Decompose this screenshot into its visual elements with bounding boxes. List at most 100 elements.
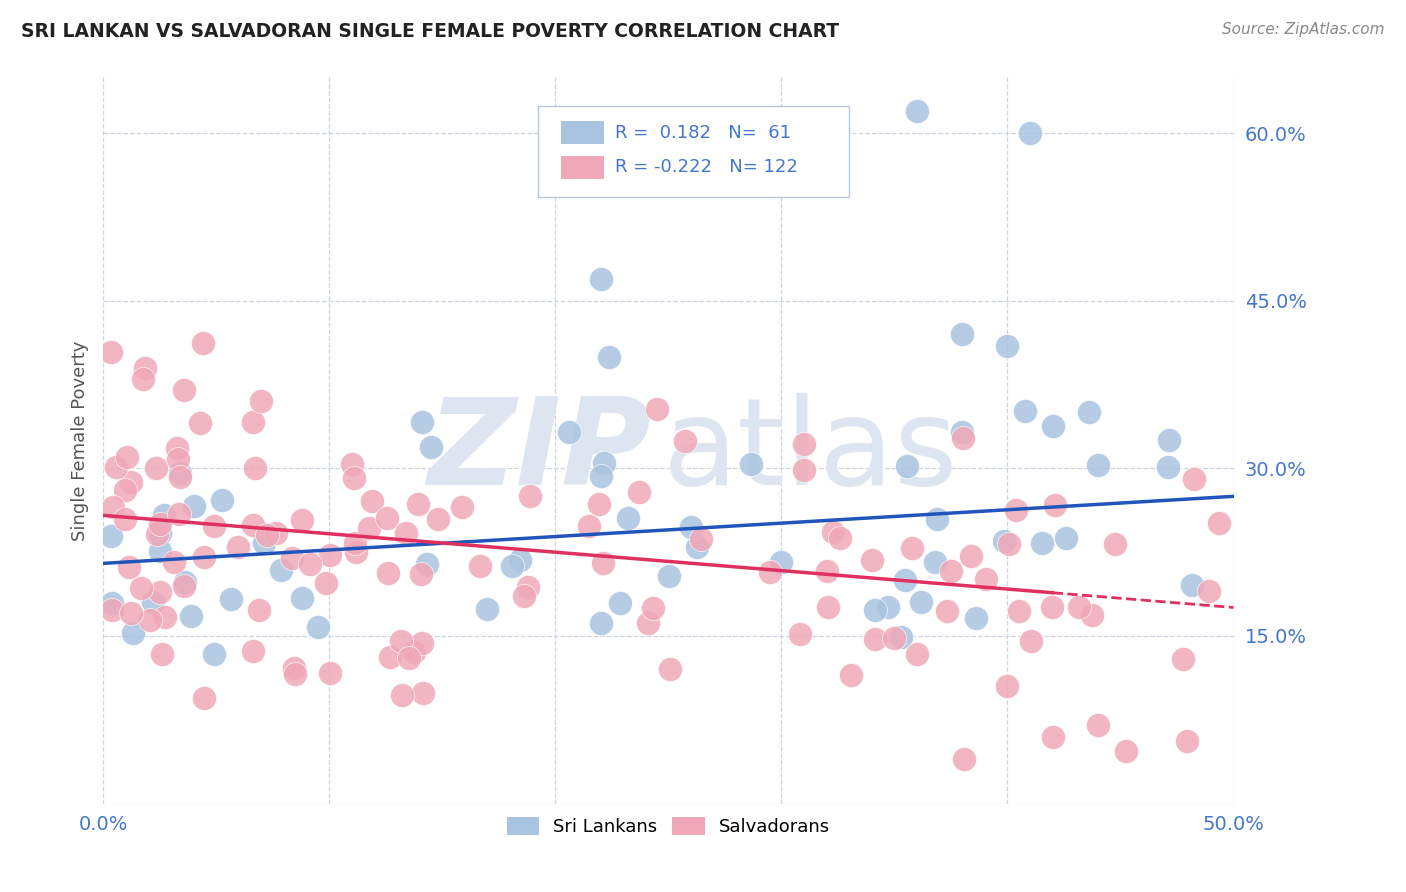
Point (905, 103, 928, 118)
Point (910, 594, 932, 608)
Point (242, 415, 264, 429)
Point (637, 616, 659, 631)
Point (415, 557, 437, 571)
Point (659, 662, 682, 676)
Point (115, 450, 138, 465)
Point (925, 512, 948, 526)
Point (965, 611, 987, 625)
Y-axis label: Single Female Poverty: Single Female Poverty (72, 341, 89, 541)
Point (959, 549, 981, 563)
Point (243, 461, 266, 475)
Point (343, 471, 366, 485)
Point (426, 512, 449, 526)
Point (519, 489, 541, 503)
Point (477, 602, 499, 616)
Point (149, 516, 172, 531)
Point (1181, 578, 1204, 592)
Point (593, 456, 616, 470)
Point (976, 572, 998, 586)
Point (120, 475, 142, 490)
Point (145, 461, 167, 475)
Point (1184, 472, 1206, 486)
Text: R =  0.182   N=  61: R = 0.182 N= 61 (616, 124, 792, 142)
Point (592, 556, 614, 570)
Point (242, 644, 264, 658)
Point (167, 508, 190, 522)
Point (589, 271, 612, 285)
Point (1019, 126, 1042, 140)
Point (952, 431, 974, 445)
Point (1054, 532, 1077, 546)
Point (100, 345, 122, 359)
Point (122, 626, 145, 640)
Point (291, 513, 314, 527)
Point (211, 492, 233, 507)
Point (174, 574, 197, 589)
Point (645, 401, 668, 416)
Point (1104, 536, 1126, 550)
Point (1008, 604, 1031, 618)
Point (149, 585, 172, 599)
Legend: Sri Lankans, Salvadorans: Sri Lankans, Salvadorans (499, 810, 838, 844)
Point (863, 603, 886, 617)
Point (1157, 460, 1180, 475)
Point (815, 564, 838, 578)
Point (793, 463, 815, 477)
Point (517, 581, 540, 595)
Point (340, 457, 363, 471)
Point (789, 627, 811, 641)
Point (375, 511, 398, 525)
Point (1077, 405, 1099, 419)
Point (1040, 600, 1063, 615)
Point (150, 648, 173, 662)
Point (860, 553, 883, 567)
Point (270, 563, 292, 577)
Point (690, 533, 713, 547)
Point (315, 575, 337, 590)
Point (589, 616, 612, 631)
Point (792, 436, 814, 450)
Point (283, 661, 305, 675)
Point (142, 594, 165, 608)
Point (501, 559, 523, 574)
Point (389, 633, 412, 648)
Point (995, 679, 1018, 693)
Point (686, 540, 709, 554)
Point (167, 452, 190, 467)
Point (291, 591, 314, 606)
Point (598, 350, 620, 364)
Point (1087, 718, 1109, 732)
Point (900, 541, 922, 555)
Point (100, 596, 122, 610)
FancyBboxPatch shape (561, 121, 605, 145)
Point (120, 606, 142, 620)
Point (758, 565, 780, 579)
Point (169, 470, 191, 484)
Point (839, 667, 862, 681)
Point (997, 338, 1019, 352)
Point (319, 549, 342, 563)
Point (146, 526, 169, 541)
Point (953, 752, 976, 766)
Point (770, 555, 793, 569)
Point (319, 665, 342, 680)
Point (609, 596, 631, 610)
Text: SRI LANKAN VS SALVADORAN SINGLE FEMALE POVERTY CORRELATION CHART: SRI LANKAN VS SALVADORAN SINGLE FEMALE P… (21, 22, 839, 41)
Text: Source: ZipAtlas.com: Source: ZipAtlas.com (1222, 22, 1385, 37)
Point (863, 632, 886, 646)
Point (1175, 733, 1198, 747)
Point (1087, 458, 1109, 472)
Point (299, 558, 322, 572)
Point (941, 564, 963, 578)
Point (658, 569, 681, 583)
Point (411, 636, 433, 650)
Point (398, 650, 420, 665)
Point (357, 521, 380, 535)
Point (896, 459, 918, 474)
Point (138, 613, 160, 627)
Point (883, 631, 905, 645)
Point (1019, 634, 1042, 648)
Point (1115, 744, 1137, 758)
Text: R = -0.222   N= 122: R = -0.222 N= 122 (616, 159, 799, 177)
Point (673, 434, 696, 449)
